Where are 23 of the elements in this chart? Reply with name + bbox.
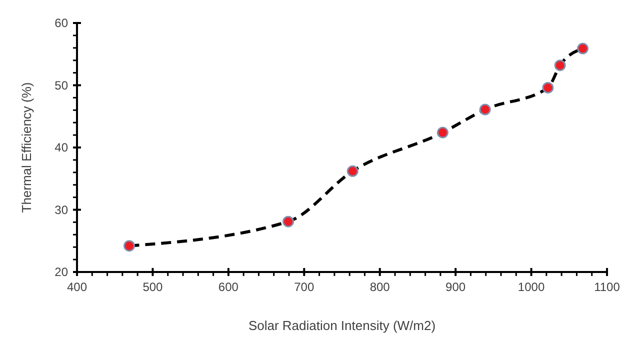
x-tick-label: 800 — [370, 280, 390, 294]
x-tick-label: 1000 — [518, 280, 545, 294]
x-tick-label: 1100 — [594, 280, 620, 294]
point — [282, 216, 294, 228]
y-tick-label: 60 — [54, 16, 68, 30]
point — [479, 104, 491, 116]
x-tick-label: 900 — [446, 280, 466, 294]
y-axis-title: Thermal Efficiency (%) — [19, 82, 34, 213]
y-tick-label: 20 — [54, 265, 68, 279]
x-tick-label: 400 — [66, 280, 88, 294]
y-tick-label: 40 — [54, 140, 68, 154]
point — [577, 42, 589, 54]
x-tick-label: 600 — [218, 280, 239, 294]
x-tick-label: 500 — [142, 280, 164, 294]
point — [542, 82, 554, 94]
x-tick-label: 700 — [294, 280, 314, 294]
point — [346, 165, 358, 177]
point — [436, 126, 448, 138]
x-axis-title: Solar Radiation Intensity (W/m2) — [248, 318, 436, 333]
y-tick-label: 50 — [54, 78, 68, 92]
point — [123, 240, 135, 252]
point — [554, 60, 566, 72]
y-tick-label: 30 — [54, 202, 68, 217]
